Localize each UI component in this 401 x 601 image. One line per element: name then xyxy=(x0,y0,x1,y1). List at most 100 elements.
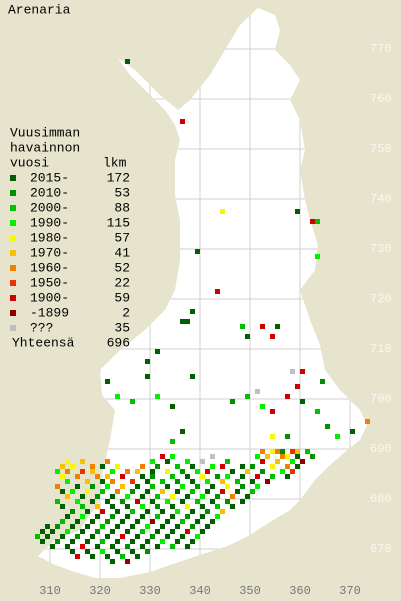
observation-square xyxy=(60,534,65,539)
observation-square xyxy=(220,489,225,494)
observation-square xyxy=(125,559,130,564)
observation-square xyxy=(90,464,95,469)
observation-square xyxy=(85,539,90,544)
observation-square xyxy=(145,549,150,554)
observation-square xyxy=(275,324,280,329)
observation-square xyxy=(120,554,125,559)
legend-count: 2 xyxy=(122,305,130,320)
observation-square xyxy=(285,394,290,399)
observation-square xyxy=(245,334,250,339)
observation-square xyxy=(110,544,115,549)
legend-count: 41 xyxy=(114,245,130,260)
observation-square xyxy=(200,529,205,534)
observation-square xyxy=(185,319,190,324)
observation-square xyxy=(65,494,70,499)
legend-label: 1960- xyxy=(30,260,69,275)
observation-square xyxy=(300,369,305,374)
observation-square xyxy=(270,474,275,479)
observation-square xyxy=(100,464,105,469)
observation-square xyxy=(105,459,110,464)
observation-square xyxy=(170,439,175,444)
observation-square xyxy=(225,474,230,479)
legend-count: 172 xyxy=(107,170,130,185)
observation-square xyxy=(50,529,55,534)
observation-square xyxy=(115,489,120,494)
observation-square xyxy=(75,534,80,539)
legend-total-label: Yhteensä xyxy=(12,335,75,350)
observation-square xyxy=(80,494,85,499)
observation-square xyxy=(140,464,145,469)
observation-square xyxy=(210,484,215,489)
observation-square xyxy=(170,404,175,409)
observation-square xyxy=(220,209,225,214)
observation-square xyxy=(90,554,95,559)
observation-square xyxy=(175,539,180,544)
observation-square xyxy=(185,529,190,534)
legend-count: 57 xyxy=(114,230,130,245)
observation-square xyxy=(135,554,140,559)
observation-square xyxy=(335,434,340,439)
observation-square xyxy=(130,524,135,529)
y-tick-label: 700 xyxy=(370,392,392,406)
x-tick-label: 340 xyxy=(189,584,211,598)
observation-square xyxy=(140,529,145,534)
observation-square xyxy=(315,409,320,414)
y-tick-label: 770 xyxy=(370,42,392,56)
observation-square xyxy=(185,544,190,549)
observation-square xyxy=(120,499,125,504)
y-tick-label: 760 xyxy=(370,92,392,106)
observation-square xyxy=(295,449,300,454)
legend-count: 115 xyxy=(107,215,130,230)
observation-square xyxy=(190,539,195,544)
observation-square xyxy=(295,454,300,459)
observation-square xyxy=(155,504,160,509)
observation-square xyxy=(145,524,150,529)
observation-square xyxy=(115,394,120,399)
observation-square xyxy=(190,374,195,379)
legend-header: Vuusimman xyxy=(10,125,80,140)
observation-square xyxy=(110,529,115,534)
observation-square xyxy=(155,529,160,534)
observation-square xyxy=(185,494,190,499)
observation-square xyxy=(160,524,165,529)
observation-square xyxy=(105,484,110,489)
observation-square xyxy=(285,464,290,469)
observation-square xyxy=(305,449,310,454)
observation-square xyxy=(195,484,200,489)
observation-square xyxy=(190,509,195,514)
observation-square xyxy=(240,464,245,469)
observation-square xyxy=(175,509,180,514)
observation-square xyxy=(255,454,260,459)
observation-square xyxy=(160,479,165,484)
observation-square xyxy=(55,539,60,544)
observation-square xyxy=(255,474,260,479)
observation-square xyxy=(145,539,150,544)
observation-square xyxy=(190,524,195,529)
observation-square xyxy=(135,519,140,524)
legend-label: 1950- xyxy=(30,275,69,290)
observation-square xyxy=(210,499,215,504)
observation-square xyxy=(220,509,225,514)
observation-square xyxy=(115,539,120,544)
observation-square xyxy=(165,484,170,489)
observation-square xyxy=(135,499,140,504)
observation-square xyxy=(260,469,265,474)
observation-square xyxy=(290,369,295,374)
observation-square xyxy=(95,504,100,509)
legend-count: 59 xyxy=(114,290,130,305)
observation-square xyxy=(200,504,205,509)
observation-square xyxy=(180,119,185,124)
observation-square xyxy=(255,389,260,394)
observation-square xyxy=(265,454,270,459)
observation-square xyxy=(200,514,205,519)
legend-label: 2010- xyxy=(30,185,69,200)
observation-square xyxy=(65,479,70,484)
observation-square xyxy=(270,334,275,339)
observation-square xyxy=(285,474,290,479)
observation-square xyxy=(100,479,105,484)
observation-square xyxy=(130,479,135,484)
observation-square xyxy=(105,519,110,524)
observation-square xyxy=(80,504,85,509)
observation-square xyxy=(140,544,145,549)
observation-square xyxy=(145,374,150,379)
